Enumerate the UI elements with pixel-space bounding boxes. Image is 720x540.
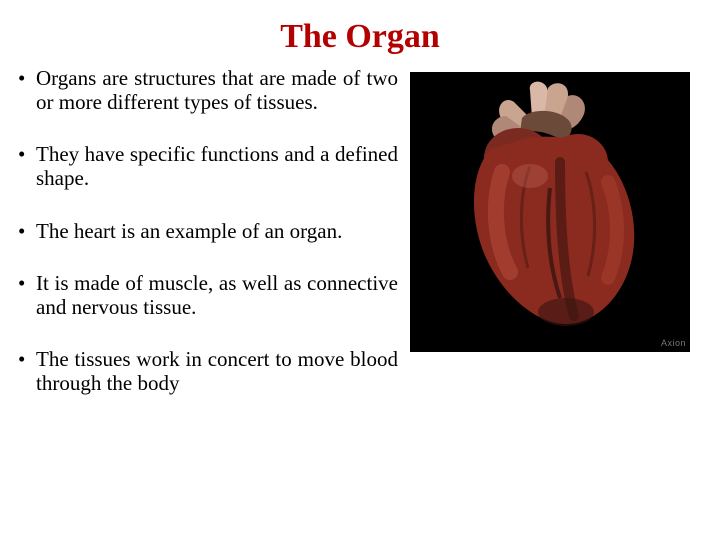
list-item: The heart is an example of an organ. [18, 219, 398, 243]
image-watermark: Axion [661, 338, 686, 348]
list-item: The tissues work in concert to move bloo… [18, 347, 398, 395]
page-title: The Organ [0, 0, 720, 66]
bullet-list: Organs are structures that are made of t… [18, 66, 398, 395]
content-row: Organs are structures that are made of t… [0, 66, 720, 423]
heart-icon [410, 72, 690, 352]
list-item: It is made of muscle, as well as connect… [18, 271, 398, 319]
list-item: They have specific functions and a defin… [18, 142, 398, 190]
list-item: Organs are structures that are made of t… [18, 66, 398, 114]
image-column: Axion [398, 66, 702, 423]
text-column: Organs are structures that are made of t… [18, 66, 398, 423]
heart-image: Axion [410, 72, 690, 352]
